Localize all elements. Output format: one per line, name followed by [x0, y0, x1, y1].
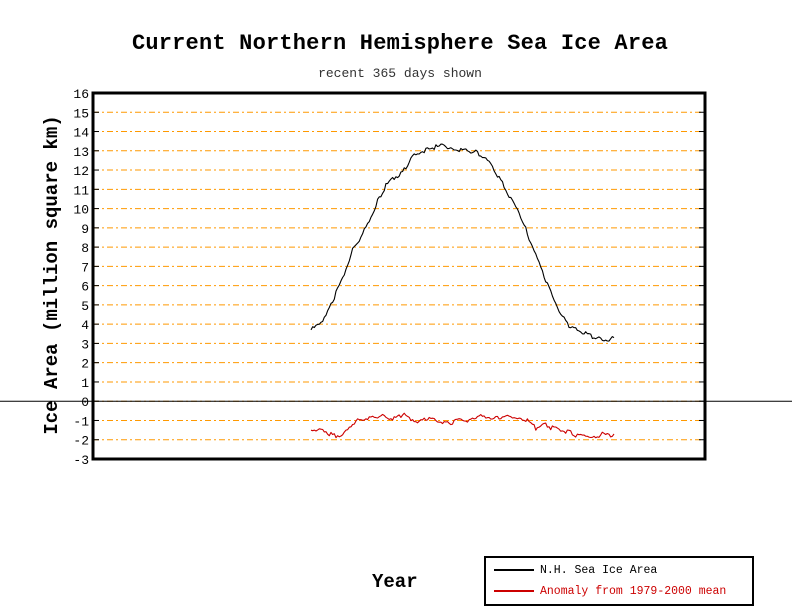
y-tick-label: 10 [73, 203, 89, 218]
y-tick-label: 3 [81, 337, 89, 352]
legend-item-anomaly: Anomaly from 1979-2000 mean [494, 584, 726, 598]
y-tick-label: 13 [73, 145, 89, 160]
y-tick-label: 7 [81, 260, 89, 275]
y-tick-label: 6 [81, 280, 89, 295]
y-tick-label: 2 [81, 357, 89, 372]
y-tick-label: 15 [73, 106, 89, 121]
chart-title: Current Northern Hemisphere Sea Ice Area [131, 31, 669, 56]
legend-label-anomaly: Anomaly from 1979-2000 mean [540, 584, 727, 598]
y-tick-label: -1 [73, 414, 89, 429]
legend-label-ice-area: N.H. Sea Ice Area [540, 563, 658, 577]
y-tick-label: -2 [73, 434, 89, 449]
y-tick-label: 0 [81, 395, 89, 410]
chart-subtitle: recent 365 days shown [318, 66, 482, 81]
plot-frame [91, 91, 707, 461]
x-axis-label: Year [372, 571, 418, 593]
y-tick-label: 1 [81, 376, 89, 391]
y-tick-label: -3 [73, 453, 89, 468]
legend: N.H. Sea Ice Area Anomaly from 1979-2000… [484, 556, 754, 606]
y-tick-label: 12 [73, 164, 89, 179]
legend-swatch-anomaly [494, 590, 534, 592]
y-tick-label: 8 [81, 241, 89, 256]
y-tick-label: 16 [73, 87, 89, 102]
legend-item-ice-area: N.H. Sea Ice Area [494, 563, 657, 577]
series-line-anomaly [310, 412, 615, 439]
y-tick-label: 9 [81, 222, 89, 237]
y-tick-label: 11 [73, 183, 89, 198]
series-line-ice-area [310, 143, 615, 342]
y-tick-label: 4 [81, 318, 89, 333]
y-tick-label: 14 [73, 126, 89, 141]
y-tick-label: 5 [81, 299, 89, 314]
legend-swatch-ice-area [494, 569, 534, 571]
